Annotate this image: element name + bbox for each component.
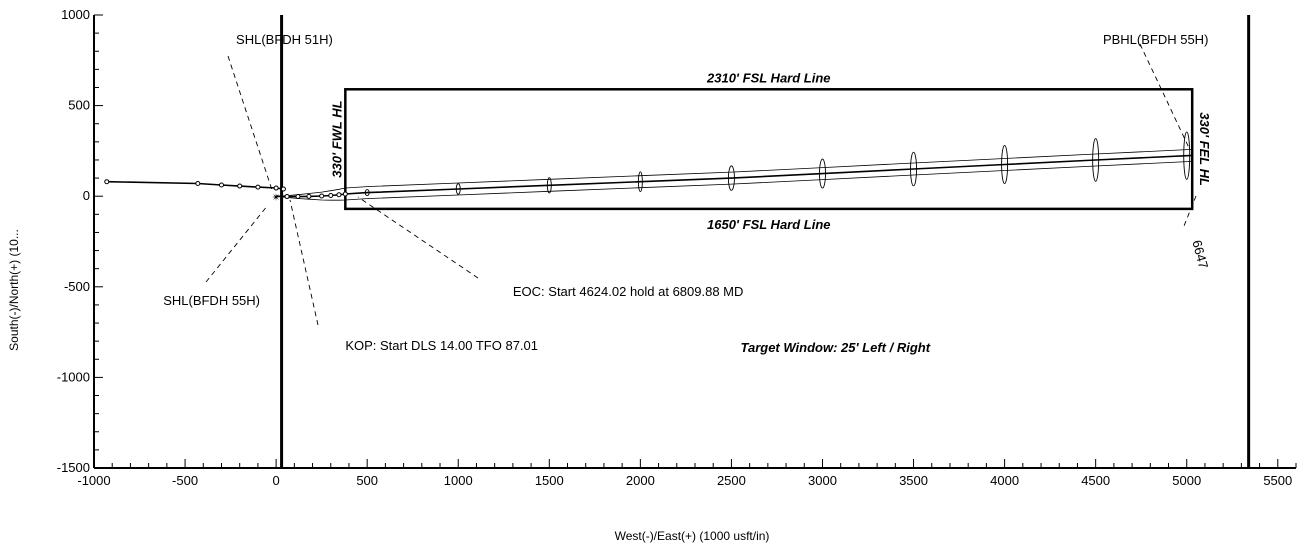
leader-lines [205, 43, 1197, 326]
x-tick-label: 2000 [626, 473, 655, 488]
y-tick-label: -1500 [57, 460, 90, 475]
x-tick-label: 1500 [535, 473, 564, 488]
md-6647-label: 6647 [1189, 238, 1211, 270]
x-tick-label: 0 [273, 473, 280, 488]
annotation-leader [205, 204, 269, 283]
survey-point [336, 192, 342, 198]
x-tick-label: -1000 [77, 473, 110, 488]
surface-location-marker: ✴ [272, 192, 281, 204]
lease-lines [280, 15, 1251, 468]
y-tick-label: 0 [83, 188, 90, 203]
x-tick-label: 500 [356, 473, 378, 488]
x-tick-label: 5500 [1263, 473, 1292, 488]
x-tick-label: 3000 [808, 473, 837, 488]
survey-point [273, 185, 279, 191]
uncertainty-ellipse [1001, 144, 1009, 185]
x-tick-label: 4000 [990, 473, 1019, 488]
survey-point [284, 194, 290, 200]
hard-line-rect [344, 88, 1194, 211]
uncertainty-ellipse [1092, 138, 1100, 182]
x-tick-label: -500 [172, 473, 198, 488]
x-tick-label: 1000 [444, 473, 473, 488]
top-hard-line-label: 2310' FSL Hard Line [706, 70, 831, 85]
x-tick-label: 2500 [717, 473, 746, 488]
survey-point [295, 194, 301, 200]
uncertainty-ellipse [1183, 131, 1191, 180]
survey-point [104, 179, 110, 185]
x-axis-label: West(-)/East(+) (1000 usft/in) [615, 529, 770, 543]
right-hard-line-label: 330' FEL HL [1197, 112, 1212, 186]
x-tick-label: 4500 [1081, 473, 1110, 488]
survey-point [280, 186, 286, 192]
uncertainty-ellipse [364, 189, 370, 197]
annotation-leader [1139, 43, 1191, 151]
x-tick-label: 3500 [899, 473, 928, 488]
survey-point [328, 192, 334, 198]
target-window-left-line [276, 149, 1193, 197]
left-hard-line-label: 330' FWL HL [329, 100, 344, 177]
hard-line-box: 2310' FSL Hard Line 1650' FSL Hard Line 33… [329, 70, 1212, 232]
x-tick-label: 5000 [1172, 473, 1201, 488]
survey-point [218, 182, 224, 188]
target-window-label: Target Window: 25' Left / Right [741, 340, 931, 355]
survey-point [306, 193, 312, 199]
y-axis-label: South(-)/North(+) (10... [7, 229, 21, 351]
bottom-hard-line-label: 1650' FSL Hard Line [707, 217, 831, 232]
annotation-layer: SHL(BFDH 51H) PBHL(BFDH 55H) SHL(BFDH 55H)… [163, 32, 1211, 355]
uncertainty-ellipse [819, 158, 826, 189]
pbhl-bfdh-55h-label: PBHL(BFDH 55H) [1103, 32, 1208, 47]
uncertainty-ellipses [364, 131, 1191, 197]
uncertainty-ellipse [546, 177, 552, 194]
survey-point [237, 183, 243, 189]
uncertainty-ellipse [910, 151, 917, 187]
shl-bfdh-55h-label: SHL(BFDH 55H) [163, 293, 260, 308]
y-tick-label: 1000 [61, 7, 90, 22]
kop-label: KOP: Start DLS 14.00 TFO 87.01 [345, 338, 538, 353]
uncertainty-ellipse [637, 171, 643, 193]
y-tick-label: -500 [64, 279, 90, 294]
survey-point [319, 193, 325, 199]
target-window-right-line [276, 161, 1193, 201]
axes: -1000 -500 0 500 1000 1500 2000 2500 3000 3500 400… [57, 7, 1297, 488]
uncertainty-ellipse [727, 165, 735, 191]
annotation-leader [227, 55, 273, 191]
survey-point [255, 184, 261, 190]
annotation-leader [357, 196, 479, 279]
eoc-label: EOC: Start 4624.02 hold at 6809.88 MD [513, 284, 744, 299]
y-tick-label: 500 [68, 98, 90, 113]
annotation-leader [289, 199, 319, 326]
annotation-leader [1183, 195, 1197, 227]
y-tick-label: -1000 [57, 369, 90, 384]
survey-point [195, 181, 201, 187]
series-layer: ✴ [104, 149, 1193, 204]
uncertainty-ellipse [455, 183, 461, 195]
survey-point [342, 191, 348, 197]
shl-bfdh-51h-label: SHL(BFDH 51H) [236, 32, 333, 47]
